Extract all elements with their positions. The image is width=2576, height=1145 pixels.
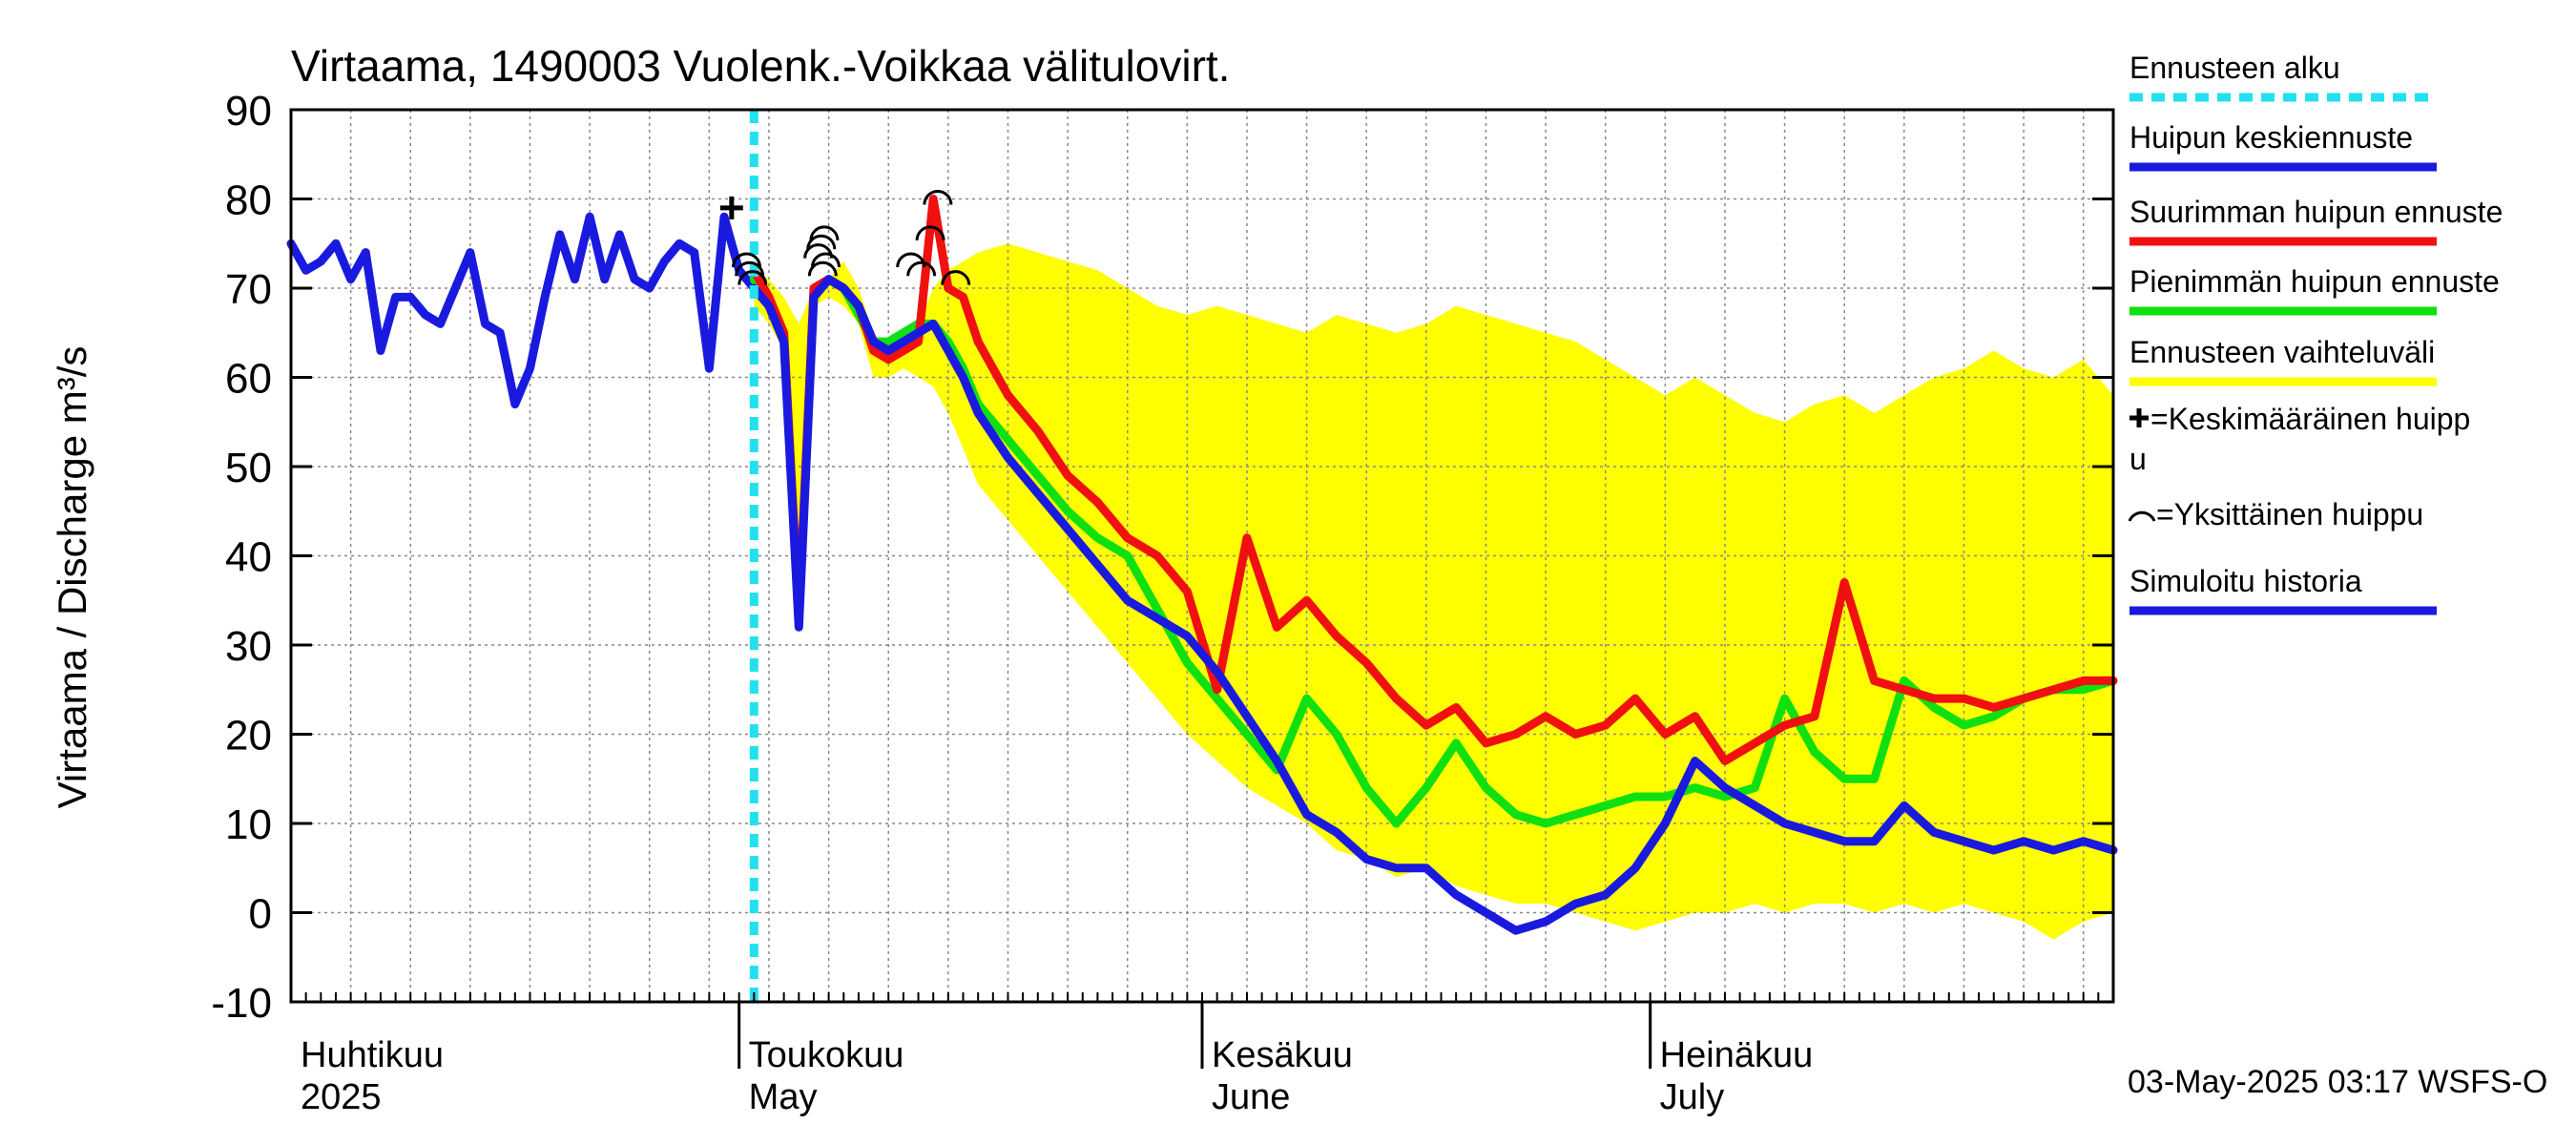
x-month-label: Kesäkuu — [1212, 1035, 1353, 1075]
legend-label: u — [2129, 442, 2147, 476]
y-tick-label: -10 — [211, 980, 272, 1027]
forecast-range-band — [754, 243, 2113, 940]
legend-label: Huipun keskiennuste — [2129, 120, 2413, 155]
single-peak-marker — [809, 225, 840, 241]
y-tick-label: 90 — [225, 88, 272, 135]
single-peak-marker — [915, 225, 945, 241]
legend-label: Pienimmän huipun ennuste — [2129, 264, 2500, 299]
y-tick-label: 10 — [225, 802, 272, 848]
single-peak-marker — [923, 190, 953, 205]
single-peak-marker — [941, 270, 971, 285]
single-peak-marker — [810, 252, 841, 268]
legend-arc-symbol — [2128, 510, 2156, 522]
peak-marker-layer — [719, 190, 971, 285]
x-month-sublabel: June — [1212, 1077, 1290, 1117]
legend-label: Ennusteen vaihteluväli — [2129, 335, 2435, 369]
single-peak-marker — [806, 234, 837, 250]
single-peak-marker — [737, 270, 768, 285]
forecast-band-layer — [754, 243, 2113, 940]
legend: Ennusteen alku Huipun keskiennuste Suurimm… — [2128, 51, 2503, 615]
legend-label: =Keskimääräinen huipp — [2150, 402, 2470, 436]
x-month-sublabel: 2025 — [301, 1077, 382, 1117]
legend-label: Simuloitu historia — [2129, 564, 2362, 598]
footer-timestamp: 03-May-2025 03:17 WSFS-O — [2128, 1064, 2547, 1100]
y-tick-label: 70 — [225, 266, 272, 313]
y-tick-label: 50 — [225, 445, 272, 491]
series-line-huipun-keskiennuste — [749, 275, 2118, 935]
y-tick-label: 30 — [225, 623, 272, 670]
x-month-sublabel: May — [749, 1077, 818, 1117]
legend-plus-symbol — [2129, 408, 2149, 427]
x-month-sublabel: July — [1660, 1077, 1725, 1117]
y-tick-label: 40 — [225, 534, 272, 581]
y-tick-label: 80 — [225, 177, 272, 224]
single-peak-marker — [807, 260, 838, 277]
legend-label: Ennusteen alku — [2129, 51, 2340, 85]
series-layer — [286, 110, 2118, 1002]
legend-label: =Yksittäinen huippu — [2156, 497, 2423, 531]
single-peak-marker — [732, 252, 761, 268]
x-month-label: Toukokuu — [749, 1035, 904, 1075]
legend-label: Suurimman huipun ennuste — [2129, 195, 2503, 229]
mean-peak-marker — [719, 196, 743, 219]
series-line-suurimman-huipun-ennuste — [749, 195, 2118, 766]
single-peak-marker — [906, 260, 937, 277]
series-line-simuloitu-historia — [286, 212, 758, 409]
y-tick-label: 60 — [225, 356, 272, 403]
y-tick-label: 0 — [249, 891, 272, 938]
single-peak-marker — [735, 260, 765, 277]
x-month-label: Huhtikuu — [301, 1035, 444, 1075]
x-month-label: Heinäkuu — [1660, 1035, 1814, 1075]
y-tick-label: 20 — [225, 713, 272, 760]
chart-title: Virtaama, 1490003 Vuolenk.-Voikkaa välit… — [291, 41, 1230, 91]
series-line-pienimm-n-huipun-ennuste — [749, 275, 2118, 828]
y-axis-label: Virtaama / Discharge m³/s — [50, 346, 94, 809]
